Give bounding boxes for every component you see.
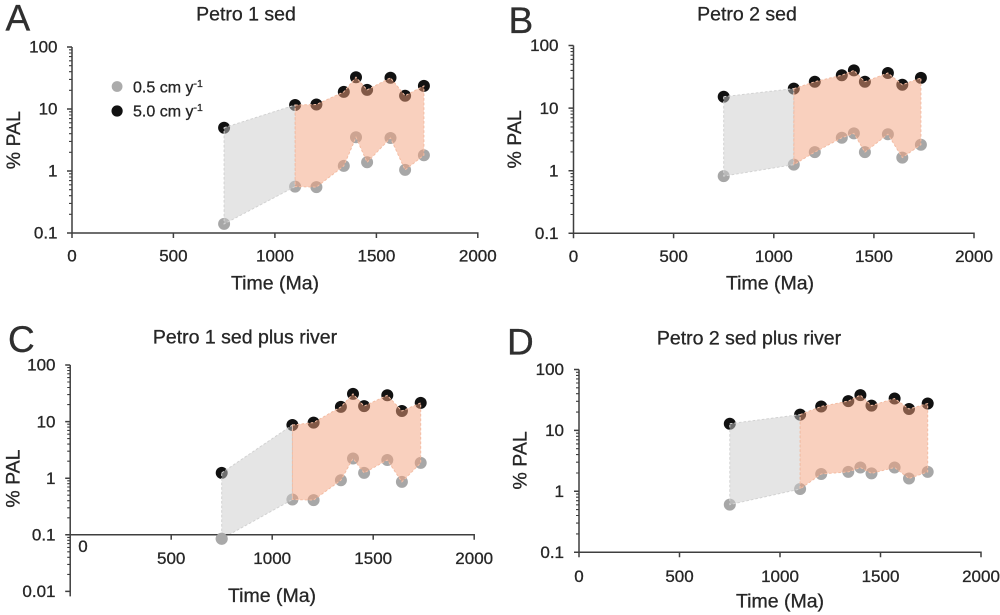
- svg-text:1: 1: [46, 469, 55, 488]
- svg-text:Petro 2 sed plus river: Petro 2 sed plus river: [657, 328, 842, 350]
- svg-text:% PAL: % PAL: [510, 431, 532, 489]
- svg-text:C: C: [8, 319, 35, 360]
- svg-text:0: 0: [67, 247, 76, 266]
- svg-text:2000: 2000: [459, 247, 497, 266]
- svg-text:2000: 2000: [955, 247, 993, 266]
- svg-text:0: 0: [569, 247, 578, 266]
- svg-text:Time (Ma): Time (Ma): [231, 273, 319, 295]
- svg-text:2000: 2000: [455, 549, 493, 568]
- svg-text:% PAL: % PAL: [3, 111, 25, 169]
- svg-text:1000: 1000: [761, 567, 799, 586]
- svg-text:500: 500: [159, 247, 187, 266]
- svg-text:A: A: [6, 0, 31, 39]
- svg-text:0.1: 0.1: [32, 526, 56, 545]
- svg-text:Petro 2 sed: Petro 2 sed: [697, 4, 797, 26]
- svg-text:Petro 1 sed: Petro 1 sed: [196, 4, 296, 26]
- svg-text:2000: 2000: [962, 567, 1000, 586]
- svg-text:100: 100: [29, 38, 57, 57]
- svg-text:1: 1: [48, 162, 57, 181]
- svg-text:Time (Ma): Time (Ma): [228, 585, 316, 607]
- svg-text:1000: 1000: [755, 247, 793, 266]
- svg-text:0.5 cm y-1: 0.5 cm y-1: [133, 78, 203, 97]
- svg-text:100: 100: [530, 36, 558, 55]
- svg-text:0: 0: [78, 537, 87, 556]
- svg-text:% PAL: % PAL: [504, 110, 526, 168]
- svg-text:1: 1: [549, 161, 558, 180]
- svg-text:Time (Ma): Time (Ma): [736, 591, 824, 613]
- svg-text:10: 10: [37, 412, 56, 431]
- svg-text:0: 0: [574, 567, 583, 586]
- svg-text:1000: 1000: [256, 247, 294, 266]
- svg-text:10: 10: [540, 99, 559, 118]
- svg-text:0.1: 0.1: [540, 543, 564, 562]
- svg-text:100: 100: [536, 360, 564, 379]
- svg-text:Petro 1 sed plus river: Petro 1 sed plus river: [153, 327, 338, 349]
- svg-text:10: 10: [545, 421, 564, 440]
- svg-text:0.1: 0.1: [535, 224, 559, 243]
- svg-text:500: 500: [665, 567, 693, 586]
- svg-text:1: 1: [555, 482, 564, 501]
- svg-text:0.01: 0.01: [22, 582, 55, 601]
- svg-text:0.1: 0.1: [34, 224, 58, 243]
- svg-text:1500: 1500: [354, 549, 392, 568]
- svg-text:% PAL: % PAL: [3, 449, 25, 507]
- svg-text:B: B: [509, 0, 534, 41]
- svg-text:100: 100: [27, 356, 55, 375]
- svg-text:D: D: [507, 322, 534, 363]
- svg-text:500: 500: [157, 549, 185, 568]
- svg-text:1500: 1500: [862, 567, 900, 586]
- svg-text:Time (Ma): Time (Ma): [726, 273, 814, 295]
- svg-text:1500: 1500: [357, 247, 395, 266]
- svg-text:500: 500: [659, 247, 687, 266]
- svg-text:10: 10: [39, 100, 58, 119]
- svg-text:1000: 1000: [253, 549, 291, 568]
- svg-text:1500: 1500: [855, 247, 893, 266]
- svg-text:5.0 cm y-1: 5.0 cm y-1: [133, 102, 203, 121]
